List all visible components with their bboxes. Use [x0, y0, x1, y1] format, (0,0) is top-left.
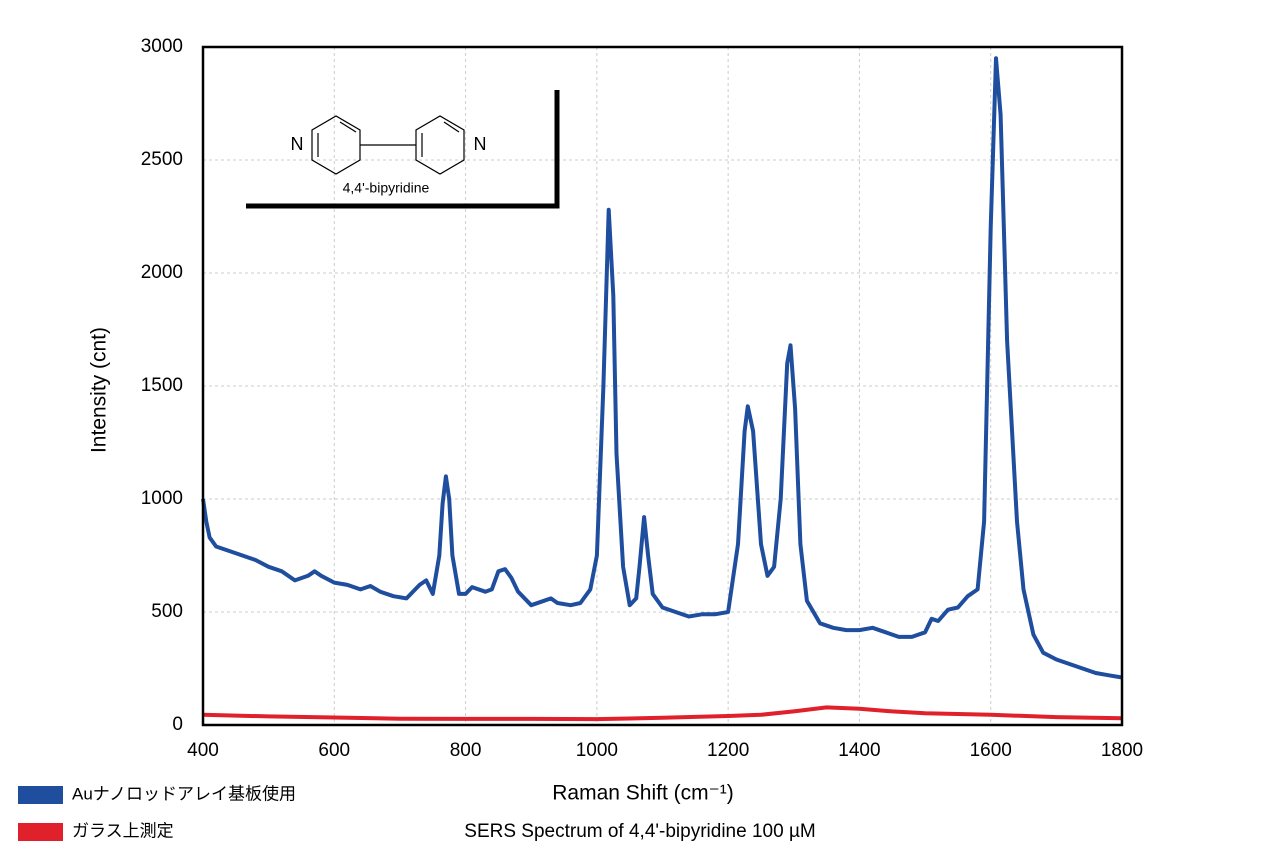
legend-label: Auナノロッドアレイ基板使用	[72, 783, 296, 803]
inset-caption: 4,4'-bipyridine	[343, 180, 430, 196]
legend-label: ガラス上測定	[72, 821, 174, 840]
y-tick-label: 2000	[141, 262, 183, 283]
atom-label: N	[474, 134, 487, 154]
x-tick-label: 800	[450, 740, 482, 761]
y-tick-label: 1000	[141, 488, 183, 509]
x-tick-label: 1200	[707, 740, 749, 761]
chart-title: SERS Spectrum of 4,4'-bipyridine 100 µM	[464, 821, 815, 842]
x-tick-label: 1400	[838, 740, 880, 761]
inset	[246, 90, 560, 209]
x-axis-label: Raman Shift (cm⁻¹)	[552, 782, 733, 805]
grid: 0 500 1000 1500 2000 2500 3000 400 600 800 1000 120…	[141, 36, 1143, 761]
x-tick-label: 1800	[1101, 740, 1143, 761]
y-tick-label: 1500	[141, 375, 183, 396]
x-tick-label: 600	[318, 740, 350, 761]
y-tick-label: 0	[172, 714, 183, 735]
legend-swatch	[18, 786, 63, 804]
legend-swatch	[18, 823, 63, 841]
ring	[311, 115, 361, 175]
y-tick-label: 2500	[141, 149, 183, 170]
ring	[415, 115, 465, 175]
bond	[443, 121, 460, 133]
y-tick-label: 500	[151, 601, 183, 622]
y-tick-label: 3000	[141, 36, 183, 57]
x-tick-label: 1000	[576, 740, 618, 761]
lines	[201, 56, 1123, 722]
atom-bg	[288, 134, 306, 154]
x-tick-label: 400	[187, 740, 219, 761]
plot-frame	[201, 45, 1124, 727]
x-tick-label: 1600	[970, 740, 1012, 761]
y-axis-label: Intensity (cnt)	[88, 327, 111, 453]
atom-bg	[470, 134, 488, 154]
series-line	[202, 705, 1123, 722]
series-line	[201, 56, 1123, 680]
bond	[339, 121, 357, 133]
inset-frame	[246, 90, 560, 209]
atom-label: N	[291, 134, 304, 154]
